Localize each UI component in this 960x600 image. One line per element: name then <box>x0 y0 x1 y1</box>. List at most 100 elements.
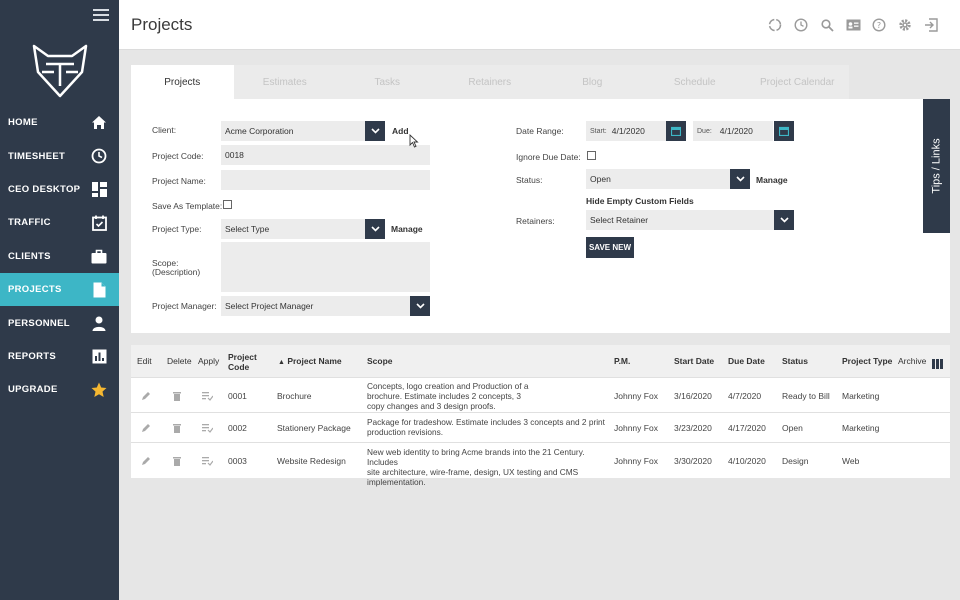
manage-status-link[interactable]: Manage <box>756 175 788 185</box>
cell-code: 0001 <box>228 391 247 401</box>
trash-icon[interactable] <box>171 422 183 434</box>
gear-icon[interactable] <box>892 16 918 34</box>
refresh-icon[interactable] <box>762 16 788 34</box>
calendar-icon <box>779 126 789 136</box>
header-project-code[interactable]: Project Code <box>228 352 257 372</box>
sidebar-item-ceo-desktop[interactable]: CEO DESKTOP <box>0 173 119 206</box>
save-template-checkbox[interactable] <box>223 200 232 209</box>
hamburger-menu-icon[interactable] <box>93 9 109 22</box>
header-start-date[interactable]: Start Date <box>674 356 715 366</box>
status-dropdown-button[interactable] <box>730 169 750 189</box>
ignore-due-date-label: Ignore Due Date: <box>516 152 581 162</box>
header-scope[interactable]: Scope <box>367 356 393 366</box>
table-row[interactable]: 0003 Website Redesign New web identity t… <box>131 442 950 487</box>
tab-bar: Projects Estimates Tasks Retainers Blog … <box>131 65 849 99</box>
retainers-select[interactable]: Select Retainer <box>586 210 775 230</box>
tab-blog[interactable]: Blog <box>541 65 644 99</box>
cell-name[interactable]: Brochure <box>277 391 312 401</box>
person-icon <box>85 313 113 333</box>
cell-name[interactable]: Stationery Package <box>277 423 351 433</box>
tab-schedule[interactable]: Schedule <box>643 65 746 99</box>
sidebar-item-home[interactable]: HOME <box>0 106 119 139</box>
hide-empty-custom-fields-link[interactable]: Hide Empty Custom Fields <box>586 196 694 206</box>
cell-scope: New web identity to bring Acme brands in… <box>367 447 617 487</box>
sidebar-item-timesheet[interactable]: TIMESHEET <box>0 139 119 172</box>
scope-line: site architecture, wire-frame, design, U… <box>367 467 579 477</box>
sidebar-item-projects[interactable]: PROJECTS <box>0 272 119 307</box>
tab-tasks[interactable]: Tasks <box>336 65 439 99</box>
chevron-down-icon <box>779 217 789 223</box>
header-pm[interactable]: P.M. <box>614 356 631 366</box>
project-name-input[interactable] <box>221 170 430 190</box>
project-form: Client: Acme Corporation Add Project Cod… <box>131 99 950 333</box>
add-client-link[interactable]: Add <box>392 126 409 136</box>
clock-icon[interactable] <box>788 16 814 34</box>
tab-estimates[interactable]: Estimates <box>233 65 336 99</box>
cell-name[interactable]: Website Redesign <box>277 456 346 466</box>
due-date-calendar-button[interactable] <box>774 121 794 141</box>
home-icon <box>85 113 113 133</box>
tips-links-tab[interactable]: Tips / Links <box>923 99 950 233</box>
cell-pm: Johnny Fox <box>614 423 658 433</box>
retainers-dropdown-button[interactable] <box>774 210 794 230</box>
project-type-select[interactable]: Select Type <box>221 219 365 239</box>
header-project-code-line2: Code <box>228 362 250 372</box>
due-date-value: 4/1/2020 <box>719 126 753 136</box>
header-project-name[interactable]: ▲ Project Name <box>278 356 342 366</box>
sidebar-item-upgrade[interactable]: UPGRADE <box>0 373 119 406</box>
table-header: Edit Delete Apply Project Code ▲ Project… <box>131 345 950 377</box>
scope-textarea[interactable] <box>221 242 430 292</box>
pencil-icon[interactable] <box>140 422 152 434</box>
clock-icon <box>85 146 113 166</box>
save-new-button[interactable]: SAVE NEW <box>586 237 634 258</box>
pencil-icon[interactable] <box>140 390 152 402</box>
header-status[interactable]: Status <box>782 356 808 366</box>
sidebar-item-clients[interactable]: CLIENTS <box>0 240 119 273</box>
trash-icon[interactable] <box>171 390 183 402</box>
briefcase-icon <box>85 246 113 266</box>
project-type-dropdown-button[interactable] <box>365 219 385 239</box>
tab-projects[interactable]: Projects <box>131 65 234 99</box>
start-date-input[interactable]: Start: 4/1/2020 <box>586 121 666 141</box>
project-manager-select[interactable]: Select Project Manager <box>221 296 410 316</box>
cell-start-date: 3/30/2020 <box>674 456 712 466</box>
cell-start-date: 3/23/2020 <box>674 423 712 433</box>
sidebar-item-label: CLIENTS <box>8 250 51 262</box>
sidebar-item-traffic[interactable]: TRAFFIC <box>0 206 119 239</box>
trash-icon[interactable] <box>171 455 183 467</box>
project-manager-dropdown-button[interactable] <box>410 296 430 316</box>
start-date-calendar-button[interactable] <box>666 121 686 141</box>
search-icon[interactable] <box>814 16 840 34</box>
header-project-type[interactable]: Project Type <box>842 356 893 366</box>
help-icon[interactable]: ? <box>866 16 892 34</box>
tab-project-calendar[interactable]: Project Calendar <box>746 65 849 99</box>
cell-pm: Johnny Fox <box>614 456 658 466</box>
project-code-input[interactable]: 0018 <box>221 145 430 165</box>
top-header: Projects ? <box>119 0 960 50</box>
status-label: Status: <box>516 175 543 185</box>
header-archive[interactable]: Archive <box>898 356 927 366</box>
cell-project-type: Marketing <box>842 391 880 401</box>
sidebar-item-label: PROJECTS <box>8 284 62 296</box>
header-due-date[interactable]: Due Date <box>728 356 765 366</box>
ignore-due-date-checkbox[interactable] <box>587 151 596 160</box>
columns-icon[interactable] <box>932 356 943 374</box>
cell-start-date: 3/16/2020 <box>674 391 712 401</box>
logout-icon[interactable] <box>918 16 944 34</box>
sidebar-item-reports[interactable]: REPORTS <box>0 340 119 373</box>
tab-retainers[interactable]: Retainers <box>438 65 541 99</box>
pencil-icon[interactable] <box>140 455 152 467</box>
table-row[interactable]: 0001 Brochure Concepts, logo creation an… <box>131 377 950 411</box>
due-date-input[interactable]: Due: 4/1/2020 <box>693 121 773 141</box>
apply-list-icon[interactable] <box>201 455 213 467</box>
apply-list-icon[interactable] <box>201 390 213 402</box>
star-icon <box>85 380 113 400</box>
manage-project-type-link[interactable]: Manage <box>391 224 423 234</box>
client-select[interactable]: Acme Corporation <box>221 121 365 141</box>
sidebar-item-personnel[interactable]: PERSONNEL <box>0 306 119 339</box>
apply-list-icon[interactable] <box>201 422 213 434</box>
client-dropdown-button[interactable] <box>365 121 385 141</box>
contact-card-icon[interactable] <box>840 16 866 34</box>
table-row[interactable]: 0002 Stationery Package Package for trad… <box>131 412 950 441</box>
status-select[interactable]: Open <box>586 169 731 189</box>
